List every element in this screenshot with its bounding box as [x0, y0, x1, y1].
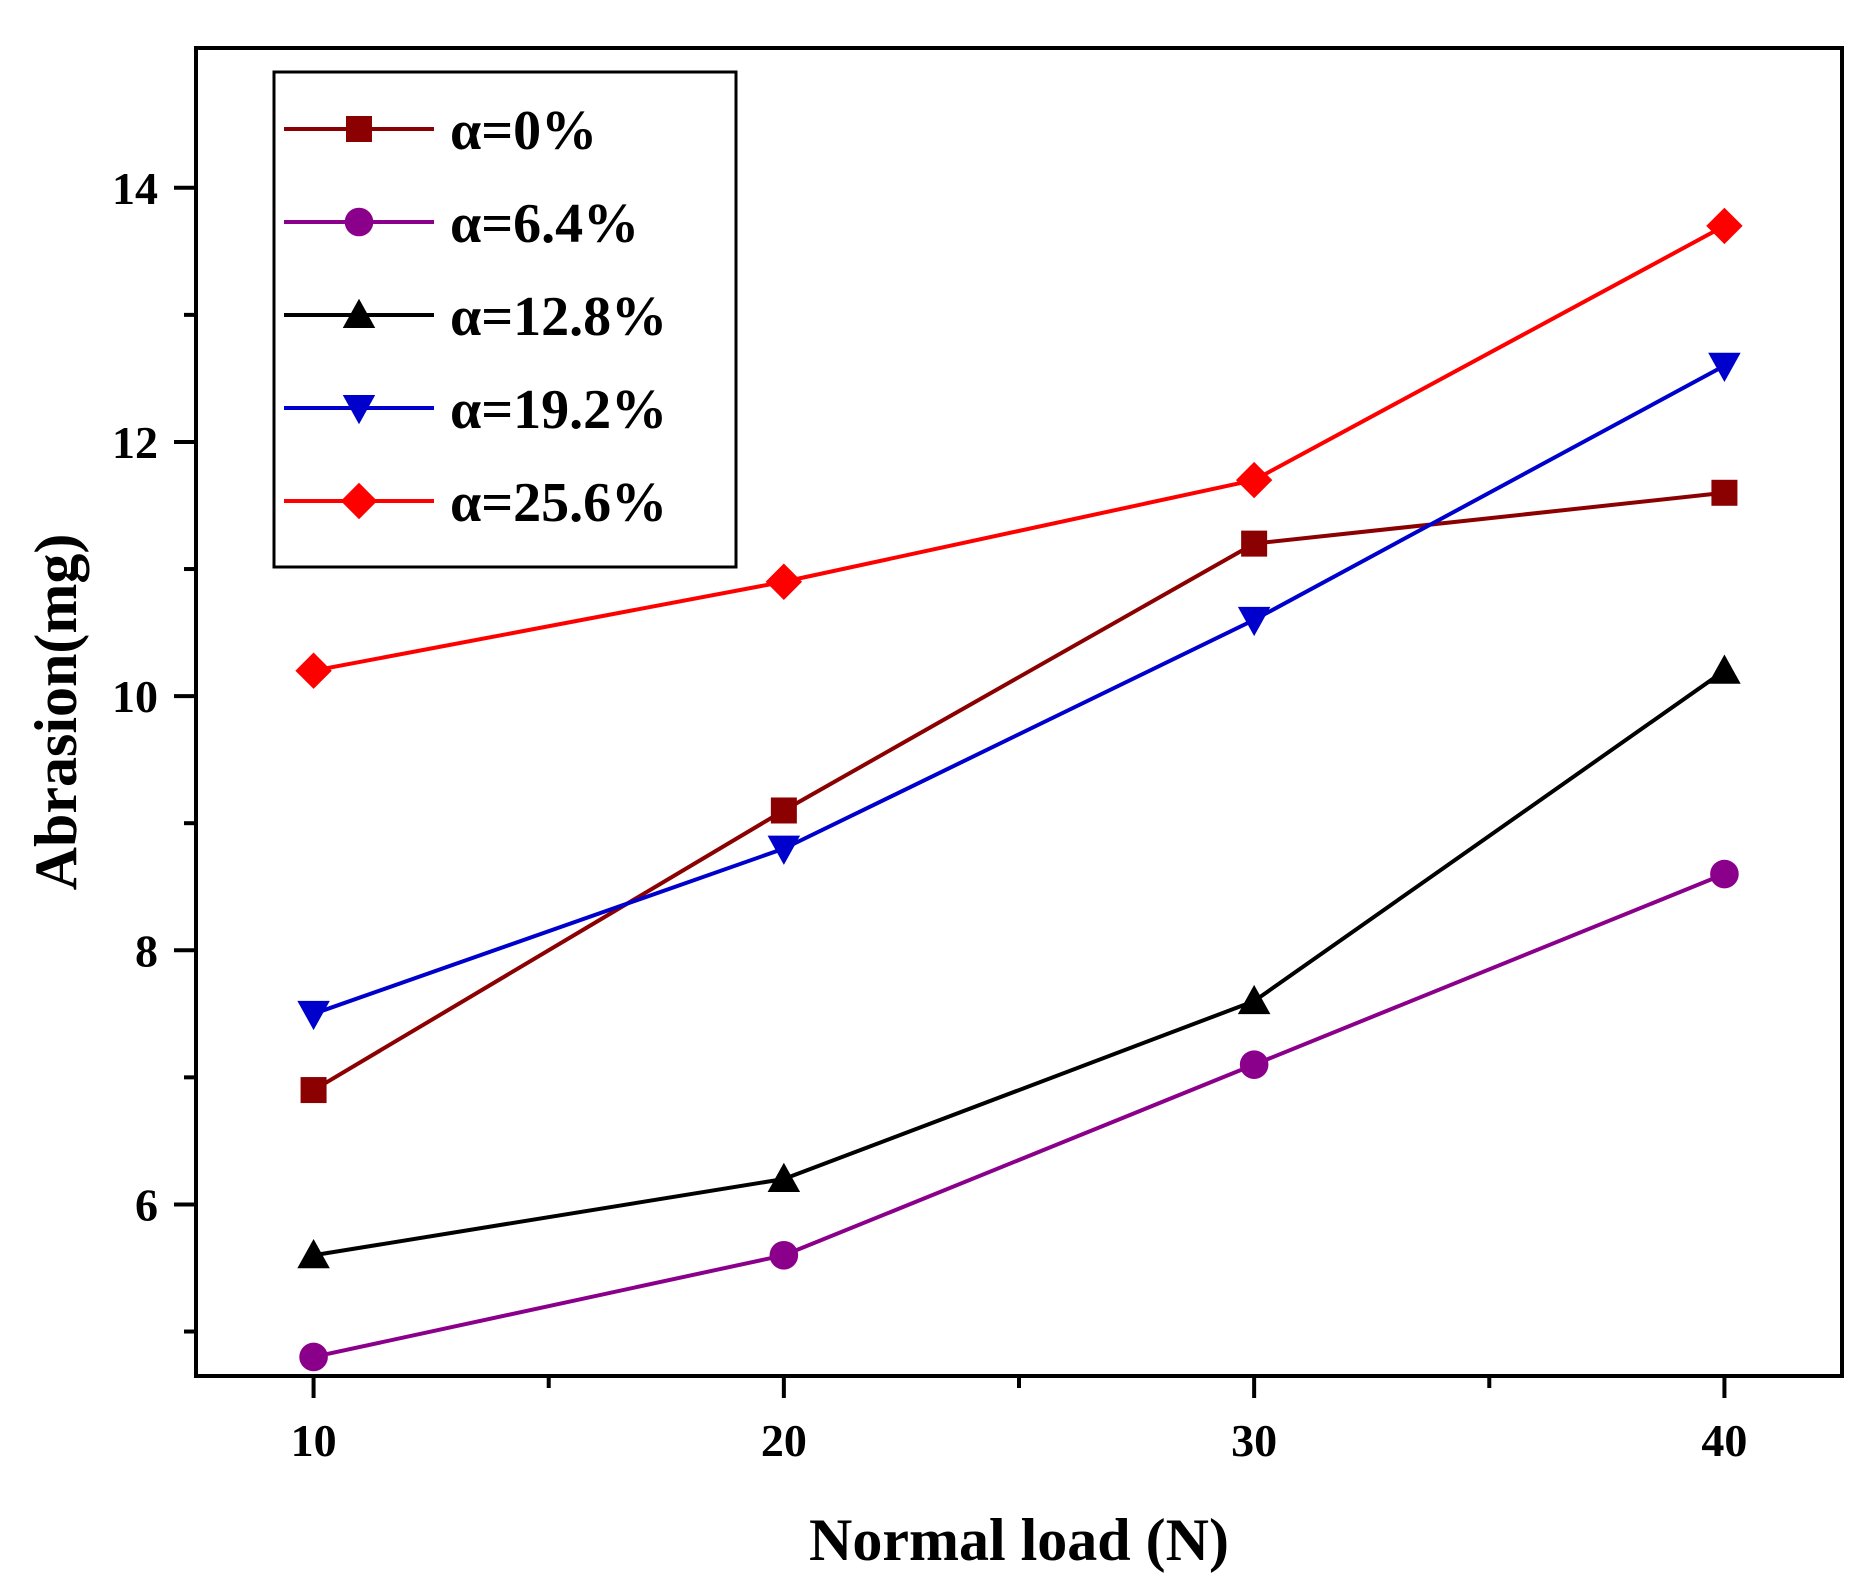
data-point — [1706, 207, 1743, 245]
series-line — [312, 363, 1726, 1016]
legend-marker — [346, 116, 372, 142]
data-point — [297, 1000, 330, 1031]
data-point — [300, 1077, 327, 1104]
data-point — [297, 1239, 330, 1269]
data-point — [1711, 479, 1738, 506]
data-point — [1710, 859, 1739, 889]
legend-item: α=6.4% — [284, 193, 639, 255]
y-tick-label: 12 — [112, 417, 158, 468]
data-point — [1241, 530, 1268, 557]
legend-marker — [342, 395, 376, 425]
x-tick-label: 30 — [1231, 1415, 1277, 1466]
x-tick-label: 20 — [761, 1415, 807, 1466]
x-axis-title: Normal load (N) — [809, 1507, 1229, 1573]
data-point — [765, 563, 803, 600]
series-1 — [299, 859, 1739, 1372]
y-tick-label: 6 — [135, 1179, 158, 1230]
data-point — [770, 797, 797, 824]
axes: 10 20 30 40 6 8 10 12 14 — [112, 163, 1747, 1466]
legend-marker — [340, 482, 378, 520]
y-tick-label: 10 — [112, 671, 158, 722]
data-point — [767, 1162, 801, 1193]
data-point — [1235, 461, 1273, 499]
data-point — [1237, 984, 1271, 1015]
series-0 — [300, 479, 1738, 1104]
data-point — [1239, 1050, 1269, 1079]
legend-marker — [344, 207, 374, 237]
legend-label: α=0% — [450, 100, 597, 162]
legend-marker — [342, 298, 376, 328]
legend: α=0% α=6.4% α=12.8% α=19.2% α=25.6% — [272, 70, 738, 569]
legend-item: α=25.6% — [284, 472, 667, 534]
legend-item: α=12.8% — [284, 286, 667, 348]
data-point — [1237, 606, 1271, 637]
series-line — [312, 490, 1725, 1092]
data-point — [1708, 654, 1741, 684]
data-point — [299, 1342, 328, 1372]
legend-label: α=12.8% — [450, 286, 667, 348]
legend-label: α=19.2% — [450, 379, 667, 441]
data-point — [767, 835, 801, 865]
data-point — [1708, 352, 1741, 382]
data-point — [295, 652, 332, 689]
series-line — [313, 872, 1726, 1359]
y-tick-label: 14 — [112, 163, 158, 214]
series-line — [313, 224, 1726, 673]
legend-item: α=0% — [284, 100, 597, 162]
x-tick-label: 40 — [1701, 1415, 1747, 1466]
series-line — [313, 669, 1726, 1258]
x-tick-label: 10 — [291, 1415, 337, 1466]
y-tick-label: 8 — [135, 925, 158, 976]
legend-label: α=25.6% — [450, 472, 667, 534]
data-point — [769, 1240, 799, 1270]
legend-label: α=6.4% — [450, 193, 639, 255]
series-2 — [297, 654, 1741, 1269]
series-4 — [295, 207, 1743, 689]
series-3 — [297, 352, 1741, 1031]
series-layer — [295, 207, 1743, 1372]
legend-item: α=19.2% — [284, 379, 667, 441]
y-axis-title: Abrasion(mg) — [23, 534, 89, 891]
